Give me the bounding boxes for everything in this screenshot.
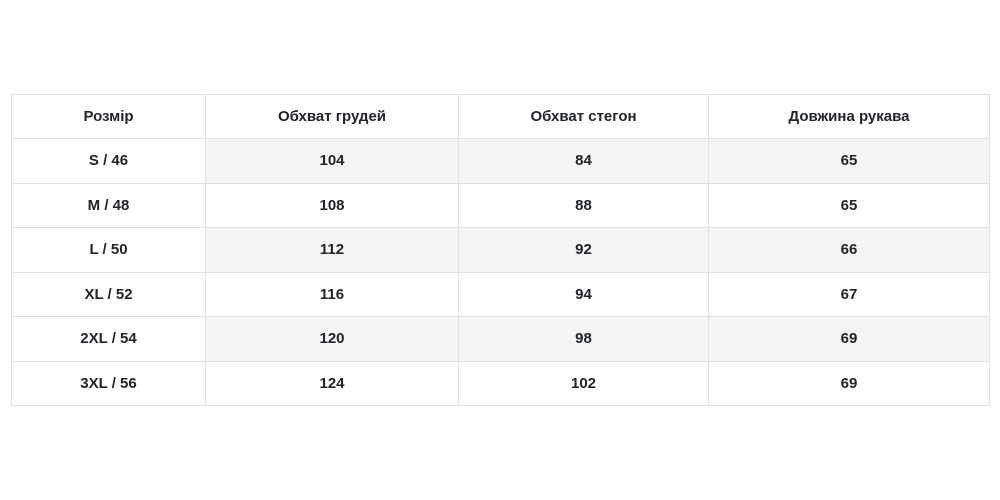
header-row: Розмір Обхват грудей Обхват стегон Довжи…: [11, 94, 990, 139]
hips-cell: 102: [458, 360, 709, 406]
size-table: Розмір Обхват грудей Обхват стегон Довжи…: [11, 94, 990, 406]
table-row-2xl54: 2XL / 54 120 98 69: [11, 316, 990, 362]
chest-cell: 120: [205, 316, 459, 362]
hips-cell: 84: [458, 138, 709, 184]
chest-cell: 104: [205, 138, 459, 184]
table-row-l50: L / 50 112 92 66: [11, 227, 990, 273]
size-cell: XL / 52: [11, 271, 206, 317]
hips-cell: 92: [458, 227, 709, 273]
table-row-m48: M / 48 108 88 65: [11, 182, 990, 228]
size-cell: L / 50: [11, 227, 206, 273]
sleeve-cell: 67: [708, 271, 990, 317]
sleeve-cell: 65: [708, 182, 990, 228]
sleeve-cell: 69: [708, 360, 990, 406]
hips-cell: 98: [458, 316, 709, 362]
size-cell: M / 48: [11, 182, 206, 228]
size-cell: 3XL / 56: [11, 360, 206, 406]
size-cell: 2XL / 54: [11, 316, 206, 362]
size-table-container: Розмір Обхват грудей Обхват стегон Довжи…: [11, 94, 990, 406]
chest-cell: 116: [205, 271, 459, 317]
header-chest: Обхват грудей: [205, 94, 459, 139]
header-size: Розмір: [11, 94, 206, 139]
chest-cell: 124: [205, 360, 459, 406]
chest-cell: 108: [205, 182, 459, 228]
sleeve-cell: 69: [708, 316, 990, 362]
header-hips: Обхват стегон: [458, 94, 709, 139]
size-cell: S / 46: [11, 138, 206, 184]
header-sleeve: Довжина рукава: [708, 94, 990, 139]
hips-cell: 94: [458, 271, 709, 317]
table-row-xl52: XL / 52 116 94 67: [11, 271, 990, 317]
table-row-s46: S / 46 104 84 65: [11, 138, 990, 184]
sleeve-cell: 66: [708, 227, 990, 273]
chest-cell: 112: [205, 227, 459, 273]
hips-cell: 88: [458, 182, 709, 228]
table-row-3xl56: 3XL / 56 124 102 69: [11, 360, 990, 406]
sleeve-cell: 65: [708, 138, 990, 184]
